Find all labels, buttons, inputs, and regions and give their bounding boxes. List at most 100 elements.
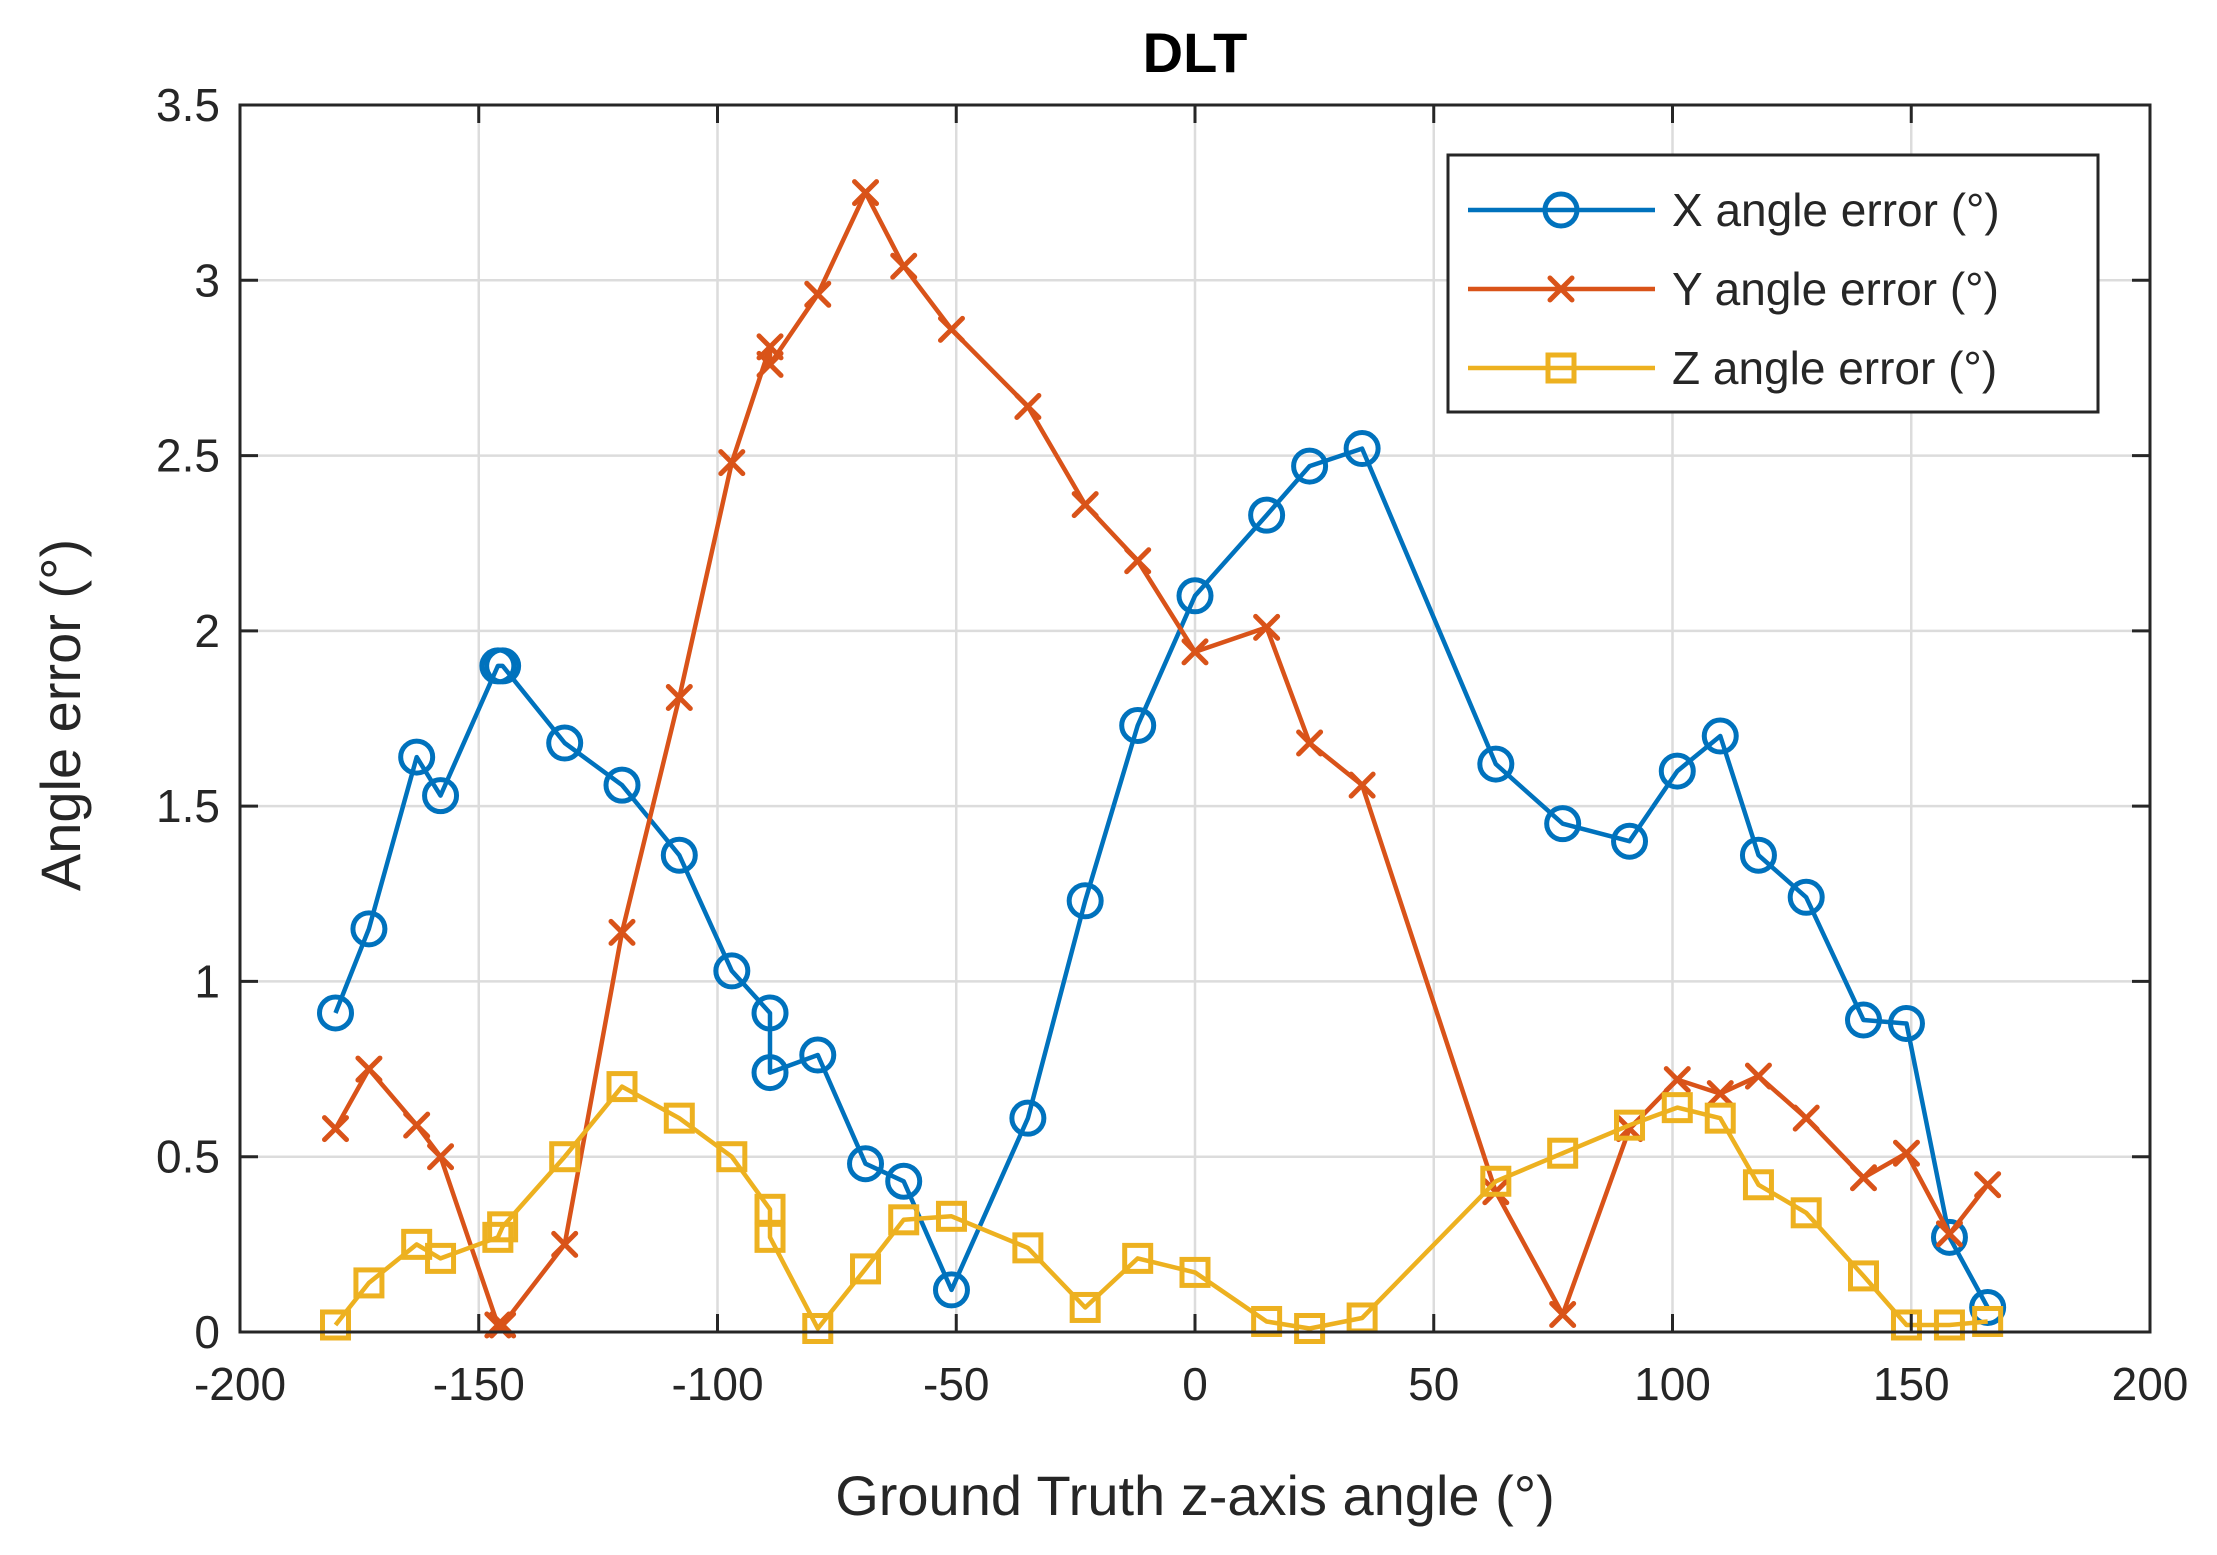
data-point [484, 647, 522, 685]
data-point [1181, 638, 1209, 666]
data-point [1544, 805, 1582, 843]
data-point [1706, 1080, 1734, 1108]
data-point [1012, 1232, 1044, 1264]
x-tick-label: 200 [2112, 1358, 2189, 1410]
data-point [1892, 1139, 1920, 1167]
y-tick-label: 0 [194, 1306, 220, 1358]
data-point [1972, 1305, 2004, 1337]
legend-marker [1545, 352, 1577, 384]
data-point [1343, 430, 1381, 468]
data-point [1701, 717, 1739, 755]
x-tick-label: 100 [1634, 1358, 1711, 1410]
data-point [1069, 1291, 1101, 1323]
data-point [1887, 1004, 1925, 1042]
data-point [1176, 577, 1214, 615]
data-point [1848, 1260, 1879, 1292]
data-point [1014, 392, 1042, 420]
data-point [850, 1253, 882, 1285]
data-point [1792, 1104, 1820, 1132]
data-point [751, 994, 789, 1032]
data-point [1930, 1218, 1968, 1256]
legend-marker [1542, 191, 1580, 229]
series-2 [322, 179, 2002, 1339]
data-point [353, 1267, 385, 1299]
data-point [935, 1200, 967, 1232]
data-point [546, 724, 584, 762]
legend-marker [1547, 275, 1575, 303]
data-point [1787, 878, 1825, 916]
series-line [333, 1084, 1988, 1331]
data-point [1253, 613, 1281, 641]
data-point [802, 1312, 834, 1344]
data-point [716, 1141, 748, 1173]
data-point [1296, 729, 1324, 757]
legend: X angle error (°) Y angle error (°) Z angl… [1446, 153, 2100, 414]
data-point [1744, 1062, 1772, 1090]
data-point [1066, 882, 1104, 920]
data-point [751, 1054, 789, 1092]
x-tick-label: 0 [1182, 1358, 1208, 1410]
data-point [799, 1036, 837, 1074]
legend-label: X angle error (°) [1672, 184, 2000, 236]
series-layer [317, 179, 2007, 1344]
data-point [1935, 1220, 1963, 1248]
data-point [660, 836, 698, 874]
data-point [1661, 1092, 1693, 1124]
chart-title: DLT [1143, 21, 1248, 84]
series-line [333, 190, 1990, 1328]
data-point [320, 1309, 351, 1341]
data-point [403, 1111, 431, 1139]
data-point [1477, 745, 1515, 783]
data-point [1294, 1312, 1326, 1344]
legend-entry: Z angle error (°) [1468, 342, 1997, 394]
data-point [487, 1211, 519, 1243]
x-axis-label: Ground Truth z-axis angle (°) [835, 1464, 1555, 1527]
x-tick-label: 150 [1873, 1358, 1950, 1410]
x-tick-label: 50 [1408, 1358, 1459, 1410]
data-point [549, 1141, 581, 1173]
data-point [663, 1102, 695, 1134]
data-point [1547, 1137, 1579, 1169]
data-point [1845, 1001, 1882, 1039]
data-point [1179, 1256, 1211, 1288]
data-point [888, 1204, 920, 1236]
axes [238, 103, 2152, 1334]
data-point [1480, 1165, 1512, 1197]
legend-label: Z angle error (°) [1672, 342, 1997, 394]
data-point [551, 1230, 579, 1258]
data-point [1663, 1066, 1691, 1094]
data-point [1071, 491, 1099, 519]
data-point [427, 1143, 455, 1171]
data-point [754, 1221, 786, 1253]
data-point [937, 315, 965, 343]
data-point [1742, 1169, 1774, 1201]
data-point [932, 1271, 970, 1309]
data-point [1348, 771, 1376, 799]
legend-label: Y angle error (°) [1672, 263, 1999, 315]
data-point [1251, 1305, 1283, 1337]
data-point [1614, 1109, 1646, 1141]
data-point [422, 777, 460, 815]
data-point [322, 1115, 349, 1143]
data-point [890, 252, 918, 280]
legend-entry: Y angle error (°) [1468, 263, 1999, 315]
data-point [756, 350, 784, 378]
data-point [606, 1071, 638, 1103]
legend-entry: X angle error (°) [1468, 184, 2000, 236]
x-tick-label: -50 [923, 1358, 989, 1410]
data-point [852, 179, 880, 207]
y-tick-label: 2.5 [156, 430, 220, 482]
data-point [1291, 447, 1329, 485]
data-point [317, 994, 354, 1032]
data-point [804, 280, 832, 308]
data-point [1549, 1300, 1577, 1328]
data-point [425, 1242, 457, 1274]
data-point [1009, 1099, 1047, 1137]
y-tick-label: 2 [194, 605, 220, 657]
data-point [1850, 1164, 1877, 1192]
series-1 [317, 430, 2007, 1326]
data-point [665, 683, 693, 711]
data-point [1248, 496, 1286, 534]
data-point [1658, 752, 1696, 790]
